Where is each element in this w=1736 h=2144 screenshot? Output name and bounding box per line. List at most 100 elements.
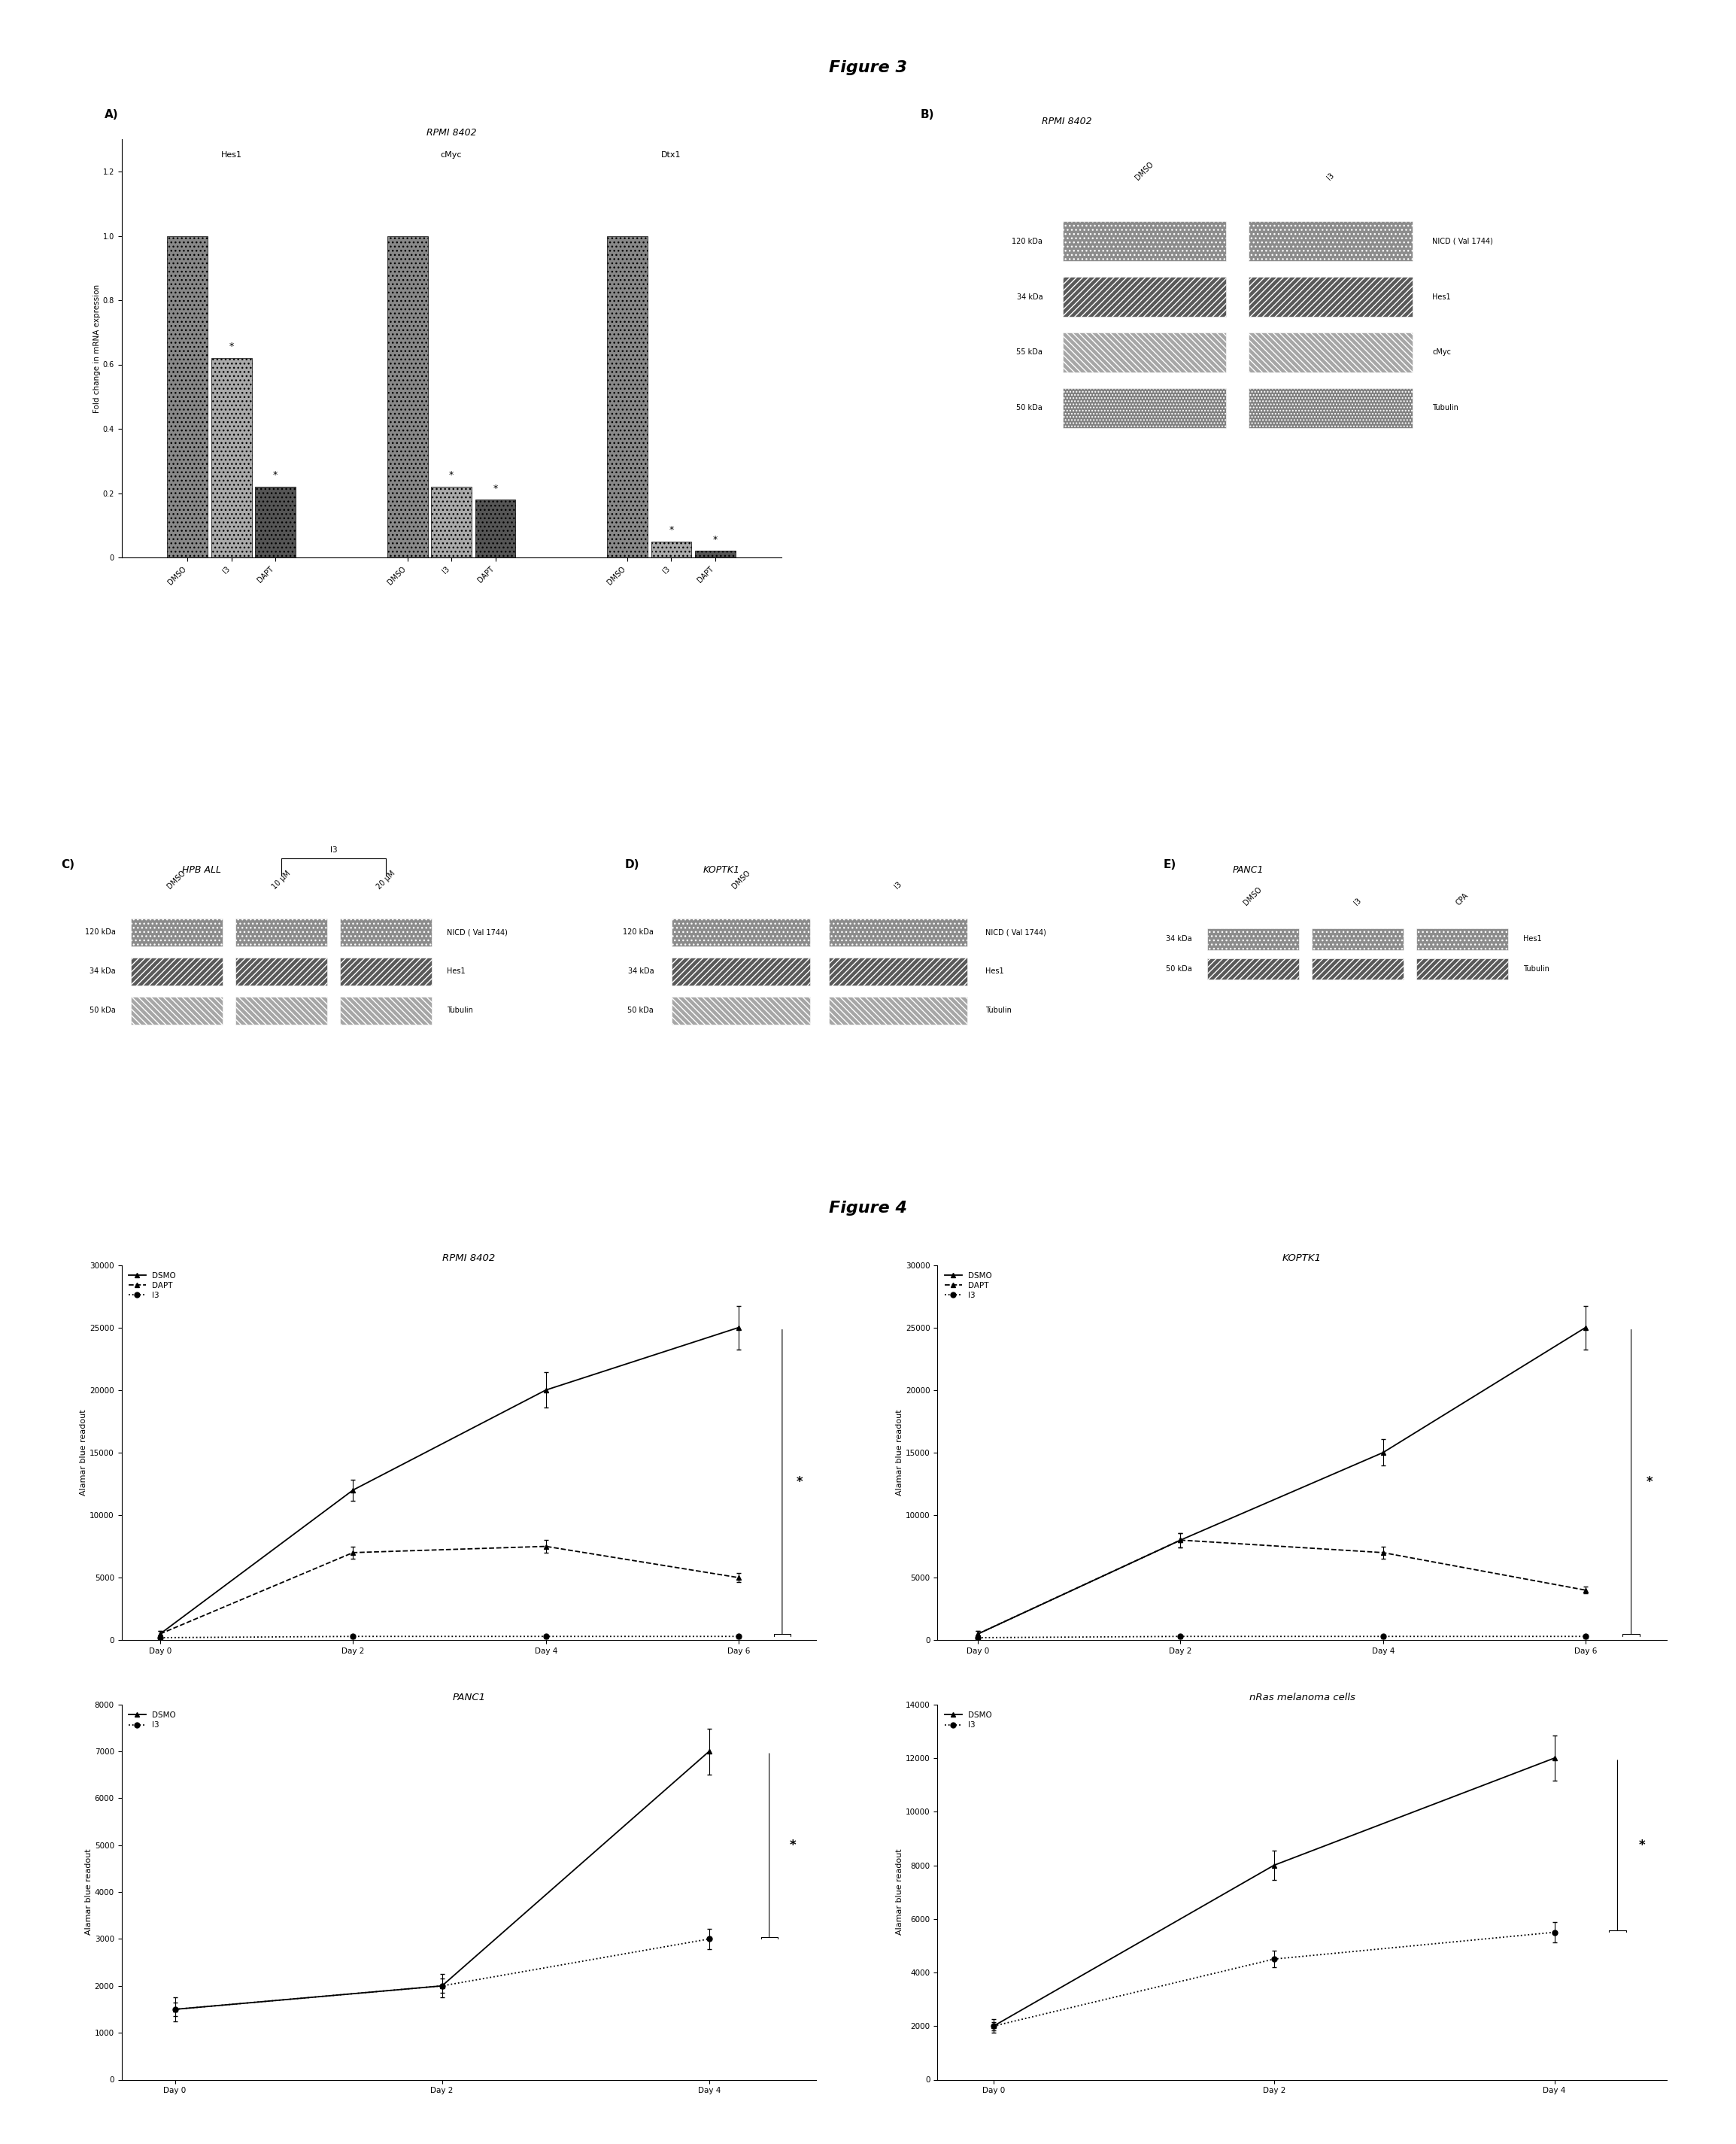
Bar (651, 542, 691, 557)
Text: 34 kDa: 34 kDa (628, 967, 654, 976)
Line: DAPT: DAPT (158, 1544, 741, 1636)
Title: RPMI 8402: RPMI 8402 (427, 129, 476, 137)
Text: A): A) (104, 109, 118, 120)
Text: D): D) (625, 860, 639, 870)
Title: nRas melanoma cells: nRas melanoma cells (1248, 1694, 1356, 1702)
I3 (1575, 1623, 1595, 1649)
Title: KOPTK1: KOPTK1 (1283, 1254, 1321, 1263)
Text: Hes1: Hes1 (986, 967, 1003, 976)
I3 (165, 1996, 186, 2022)
Text: *: * (1646, 1475, 1653, 1488)
DAPT (149, 1621, 170, 1647)
Legend: DSMO, DAPT, I3: DSMO, DAPT, I3 (941, 1269, 995, 1301)
Text: *: * (273, 470, 278, 480)
DSMO (432, 1972, 453, 1998)
Line: DSMO: DSMO (991, 1756, 1557, 2028)
I3 (432, 1972, 453, 1998)
I3 (1170, 1623, 1191, 1649)
I3 (698, 1925, 719, 1951)
Text: 120 kDa: 120 kDa (1012, 238, 1043, 244)
I3 (1264, 1947, 1285, 1972)
DSMO (967, 1621, 988, 1647)
Title: PANC1: PANC1 (451, 1694, 486, 1702)
Text: Figure 4: Figure 4 (828, 1201, 908, 1216)
Y-axis label: Alamar blue readout: Alamar blue readout (896, 1848, 903, 1936)
Line: DSMO: DSMO (172, 1750, 712, 2011)
Text: Hes1: Hes1 (220, 150, 241, 159)
Text: Hes1: Hes1 (1432, 294, 1451, 300)
Text: I3: I3 (330, 847, 337, 853)
Text: Tubulin: Tubulin (1524, 965, 1550, 973)
Text: 50 kDa: 50 kDa (90, 1008, 116, 1014)
Line: I3: I3 (976, 1634, 1588, 1640)
DSMO (1543, 1745, 1564, 1771)
Bar (387, 236, 427, 557)
Text: 34 kDa: 34 kDa (1167, 935, 1193, 943)
Bar (212, 358, 252, 557)
Text: NICD ( Val 1744): NICD ( Val 1744) (448, 928, 509, 937)
DSMO (342, 1477, 363, 1503)
Text: 34 kDa: 34 kDa (1017, 294, 1043, 300)
Text: *: * (713, 534, 717, 545)
Text: Figure 3: Figure 3 (828, 60, 908, 75)
Text: E): E) (1163, 860, 1175, 870)
Text: Tubulin: Tubulin (1432, 403, 1458, 412)
Text: HPB ALL: HPB ALL (182, 864, 222, 875)
I3 (983, 2013, 1003, 2039)
Text: 55 kDa: 55 kDa (1016, 349, 1043, 356)
Text: Tubulin: Tubulin (986, 1008, 1012, 1014)
Y-axis label: Alamar blue readout: Alamar blue readout (80, 1409, 87, 1497)
Text: *: * (790, 1837, 795, 1852)
DSMO (729, 1314, 750, 1340)
Text: Dtx1: Dtx1 (661, 150, 681, 159)
I3 (149, 1625, 170, 1651)
DSMO (165, 1996, 186, 2022)
Text: 20 μM: 20 μM (375, 868, 398, 890)
I3 (967, 1625, 988, 1651)
DAPT (342, 1539, 363, 1565)
DSMO (1575, 1314, 1595, 1340)
DSMO (1170, 1527, 1191, 1552)
Text: PANC1: PANC1 (1233, 864, 1264, 875)
Y-axis label: Fold change in mRNA expression: Fold change in mRNA expression (94, 283, 101, 414)
Line: I3: I3 (158, 1634, 741, 1640)
Text: Tubulin: Tubulin (448, 1008, 474, 1014)
Text: KOPTK1: KOPTK1 (703, 864, 740, 875)
Text: cMyc: cMyc (1432, 349, 1451, 356)
Legend: DSMO, I3: DSMO, I3 (125, 1709, 179, 1732)
Bar (694, 551, 736, 557)
Line: DAPT: DAPT (976, 1537, 1588, 1636)
Legend: DSMO, I3: DSMO, I3 (941, 1709, 995, 1732)
Text: DMSO: DMSO (1243, 885, 1264, 907)
DSMO (983, 2013, 1003, 2039)
Bar (167, 236, 208, 557)
Text: I3: I3 (892, 881, 903, 890)
Text: *: * (450, 470, 453, 480)
DSMO (698, 1739, 719, 1765)
Text: B): B) (920, 109, 934, 120)
Line: I3: I3 (991, 1930, 1557, 2028)
Text: *: * (1639, 1837, 1646, 1852)
Text: 120 kDa: 120 kDa (623, 928, 654, 937)
DSMO (535, 1376, 556, 1402)
Text: NICD ( Val 1744): NICD ( Val 1744) (986, 928, 1047, 937)
Text: *: * (229, 341, 234, 352)
Text: Hes1: Hes1 (448, 967, 465, 976)
DAPT (535, 1533, 556, 1559)
Text: *: * (493, 482, 498, 493)
Text: 120 kDa: 120 kDa (85, 928, 116, 937)
Text: 50 kDa: 50 kDa (1017, 403, 1043, 412)
Line: DSMO: DSMO (976, 1325, 1588, 1636)
I3 (1543, 1919, 1564, 1945)
Text: CPA: CPA (1455, 892, 1470, 907)
I3 (1373, 1623, 1394, 1649)
Line: DSMO: DSMO (158, 1325, 741, 1636)
DSMO (1373, 1441, 1394, 1466)
DAPT (1575, 1578, 1595, 1604)
DAPT (1170, 1527, 1191, 1552)
Bar (255, 487, 295, 557)
Text: C): C) (61, 860, 75, 870)
Line: I3: I3 (172, 1936, 712, 2011)
DSMO (1264, 1852, 1285, 1878)
Text: Hes1: Hes1 (1524, 935, 1542, 943)
